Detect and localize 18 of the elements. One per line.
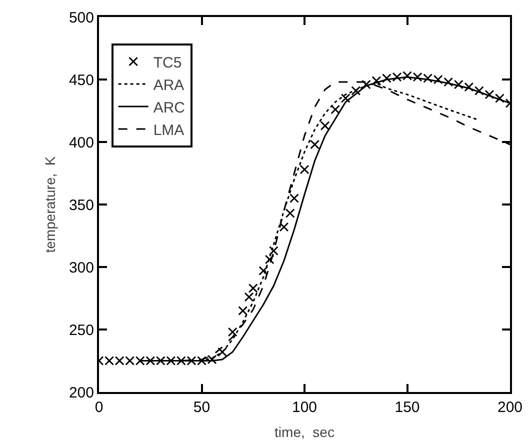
x-tick-label: 100 xyxy=(292,399,318,416)
y-axis-title: temperature, K xyxy=(42,156,58,253)
y-tick-label: 250 xyxy=(68,322,94,339)
y-tick-label: 350 xyxy=(68,196,94,214)
legend-label: ARA xyxy=(153,76,184,94)
y-tick-label: 200 xyxy=(68,384,94,402)
x-tick-label: 200 xyxy=(497,399,523,416)
y-tick-label: 500 xyxy=(68,9,94,26)
x-tick-label: 50 xyxy=(193,399,210,416)
x-tick-label: 0 xyxy=(94,399,104,416)
y-tick-label: 400 xyxy=(68,134,94,152)
legend-label: TC5 xyxy=(153,54,182,72)
legend-label: LMA xyxy=(153,122,184,139)
x-axis-title: time, sec xyxy=(274,424,334,440)
legend-label: ARC xyxy=(153,99,186,116)
y-tick-label: 450 xyxy=(68,72,94,89)
x-tick-label: 150 xyxy=(394,399,420,416)
y-tick-label: 300 xyxy=(68,259,94,276)
